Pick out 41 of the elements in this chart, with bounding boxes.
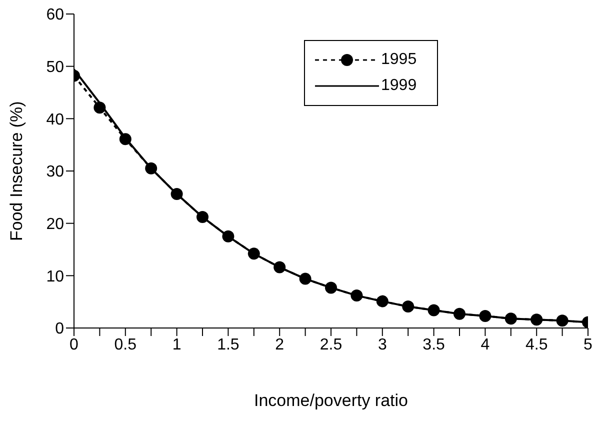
x-tick-label: 4.5 (525, 336, 548, 354)
y-tick-label: 30 (46, 164, 64, 181)
x-tick-label: 3 (378, 336, 387, 354)
x-tick-label: 1.5 (217, 336, 240, 354)
legend-label: 1999 (381, 77, 417, 95)
point (119, 133, 132, 146)
point (479, 310, 492, 322)
x-tick-label: 3.5 (422, 336, 446, 354)
point (402, 300, 414, 313)
point (248, 248, 260, 260)
point (94, 102, 106, 114)
x-tick-label: 2 (275, 336, 284, 354)
point (299, 272, 312, 285)
point (196, 211, 208, 224)
point (325, 282, 337, 294)
x-tick-label: 2.5 (320, 336, 342, 354)
x-tick-label: 5 (584, 336, 593, 354)
point (274, 261, 286, 274)
y-axis-title: Food Insecure (%) (7, 101, 26, 241)
point (350, 290, 363, 302)
x-tick-label: 1 (172, 336, 182, 354)
x-tick-label: 0.5 (114, 336, 137, 354)
x-tick-label: 0 (70, 336, 79, 354)
y-tick-label: 40 (46, 111, 64, 128)
y-tick-label: 20 (46, 216, 64, 234)
y-tick-label: 0 (55, 320, 64, 338)
point (170, 188, 183, 200)
point (454, 308, 466, 320)
y-tick-label: 50 (46, 59, 64, 76)
point (222, 230, 234, 242)
x-tick-label: 4 (480, 336, 490, 354)
point (376, 295, 388, 308)
point (556, 314, 568, 327)
point (428, 304, 440, 316)
point (145, 162, 158, 174)
point (504, 312, 517, 325)
y-tick-label: 10 (46, 268, 64, 286)
x-axis-title: Income/poverty ratio (254, 391, 408, 410)
legend-label: 1995 (381, 51, 417, 69)
y-tick-label: 60 (46, 6, 64, 24)
point (530, 314, 543, 326)
